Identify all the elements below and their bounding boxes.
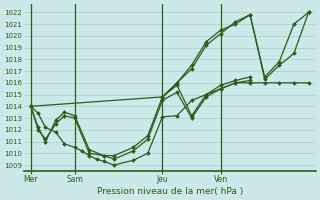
- X-axis label: Pression niveau de la mer( hPa ): Pression niveau de la mer( hPa ): [97, 187, 243, 196]
